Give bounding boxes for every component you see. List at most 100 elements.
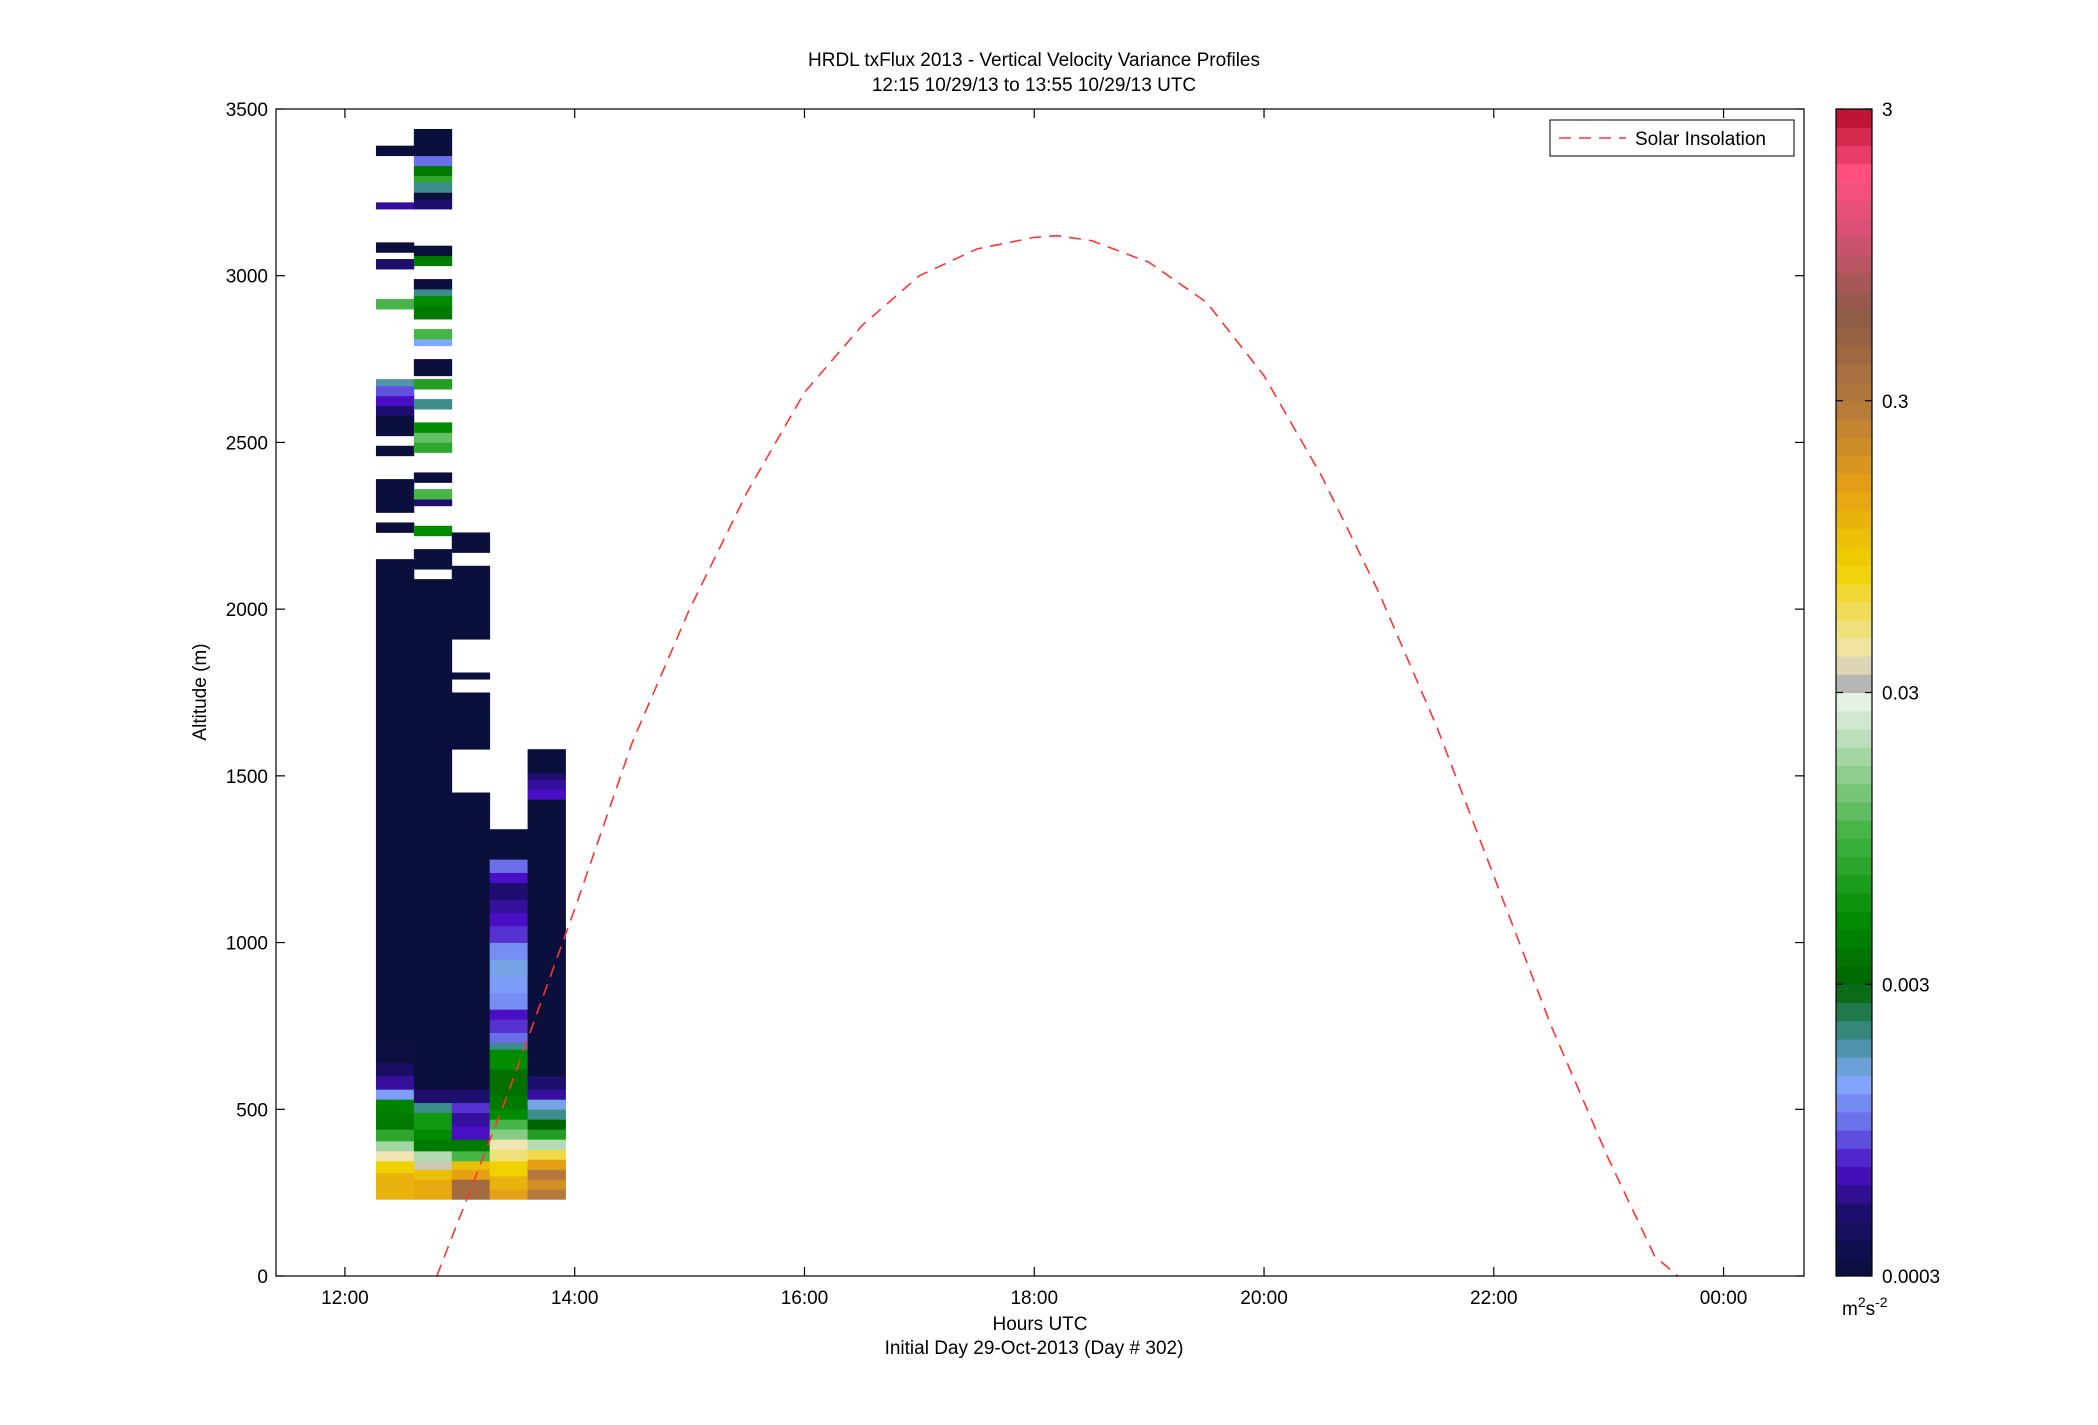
heatmap-cell [413,192,453,200]
colorbar-segment [1836,491,1872,511]
colorbar-segment [1836,947,1872,967]
heatmap-cell [413,549,453,570]
colorbar-segment [1836,820,1872,839]
x-tick-label: 20:00 [1240,1288,1288,1309]
heatmap-cell [451,1150,491,1162]
heatmap-cell [489,912,528,927]
colorbar-segment [1836,583,1872,602]
heatmap-cell [489,1175,528,1190]
heatmap-cell [413,129,453,157]
heatmap-cell [527,789,566,800]
heatmap-cell [451,1102,491,1114]
colorbar-segment [1836,728,1872,748]
heatmap-cell [413,289,453,297]
heatmap-cell [413,359,453,377]
colorbar-segment [1836,1075,1872,1095]
heatmap-cell [527,779,566,790]
heatmap-cell [375,479,415,513]
heatmap-cell [527,772,566,780]
colorbar-segment [1836,674,1872,693]
y-tick-label: 0 [257,1267,268,1288]
x-tick-label: 12:00 [321,1288,369,1309]
heatmap-cell [413,279,453,290]
heatmap-cell [375,415,415,437]
heatmap-cell [489,1160,528,1177]
heatmap-cell [489,1042,528,1050]
heatmap-cell [489,1032,528,1043]
colorbar: 0.0003 0.003 0.03 0.3 3 m2s-2 [1835,100,1940,1320]
heatmap-cell [527,1139,566,1150]
heatmap-cell [413,399,453,410]
colorbar-segment [1836,455,1872,475]
heatmap-cell [375,559,415,1043]
heatmap-cell [375,259,415,270]
heatmap-cell [527,1109,566,1120]
colorbar-unit: m2s-2 [1842,1294,1888,1320]
colorbar-segment [1836,601,1872,621]
heatmap-cell [451,1179,491,1200]
heatmap-cell [413,175,453,183]
heatmap-cell [413,1179,453,1200]
colorbar-segment [1836,291,1872,311]
colorbar-tick-label: 0.03 [1882,684,1919,705]
heatmap-cell [527,799,566,1077]
heatmap-cell [527,1099,566,1110]
y-tick-label: 2000 [226,600,268,621]
colorbar-segment [1836,874,1872,894]
colorbar-segment [1836,710,1872,730]
heatmap-cell [527,1169,566,1180]
heatmap-cell [413,442,453,453]
heatmap-cell [375,1112,415,1130]
heatmap-cell [413,1169,453,1180]
colorbar-segment [1836,1038,1872,1058]
colorbar-segment [1836,1166,1872,1186]
heatmap-cell [489,882,528,900]
heatmap-cell [413,1160,453,1170]
heatmap-cell [375,385,415,397]
colorbar-segment [1836,856,1872,876]
heatmap-cell [451,532,491,553]
y-axis: 0 500 1000 1500 2000 2500 3000 3500 [226,100,1804,1288]
colorbar-segment [1836,801,1872,821]
heatmap-cell [489,829,528,860]
x-axis-label: Hours UTC [992,1314,1087,1335]
x-tick-label: 22:00 [1470,1288,1518,1309]
heatmap-cell [413,155,453,167]
x-tick-label: 16:00 [781,1288,829,1309]
colorbar-segment [1836,564,1872,584]
heatmap-cell [451,565,491,640]
colorbar-segment [1836,400,1872,420]
heatmap-cell [413,579,453,1090]
heatmap-cell [413,245,453,257]
heatmap-cell [413,1139,453,1152]
heatmap-cell [527,1189,566,1200]
heatmap-cell [375,379,415,387]
heatmap-cell [489,1119,528,1130]
colorbar-segment [1836,1184,1872,1204]
heatmap-cell [489,1095,528,1110]
heatmap-cell [375,395,415,407]
heatmap-cell [527,1089,566,1100]
x-tick-label: 00:00 [1700,1288,1748,1309]
heatmap-cell [375,1042,415,1064]
colorbar-segment [1836,382,1872,402]
heatmap-cell [375,1089,415,1100]
colorbar-segment [1836,437,1872,456]
colorbar-segment [1836,692,1872,712]
colorbar-segment [1836,1093,1872,1113]
colorbar-segment [1836,418,1872,438]
heatmap-cell [489,925,528,943]
heatmap-cell [413,1112,453,1130]
legend-label-solar: Solar Insolation [1635,129,1766,150]
colorbar-segment [1836,1020,1872,1040]
colorbar-tick-label: 0.3 [1882,392,1908,413]
heatmap-cell [413,305,453,320]
x-tick-label: 14:00 [551,1288,599,1309]
colorbar-segment [1836,473,1872,493]
colorbar-segment [1836,911,1872,931]
heatmap-cell [489,1049,528,1070]
heatmap-cell [375,1062,415,1077]
colorbar-segment [1836,838,1872,858]
heatmap-cell [413,525,453,537]
